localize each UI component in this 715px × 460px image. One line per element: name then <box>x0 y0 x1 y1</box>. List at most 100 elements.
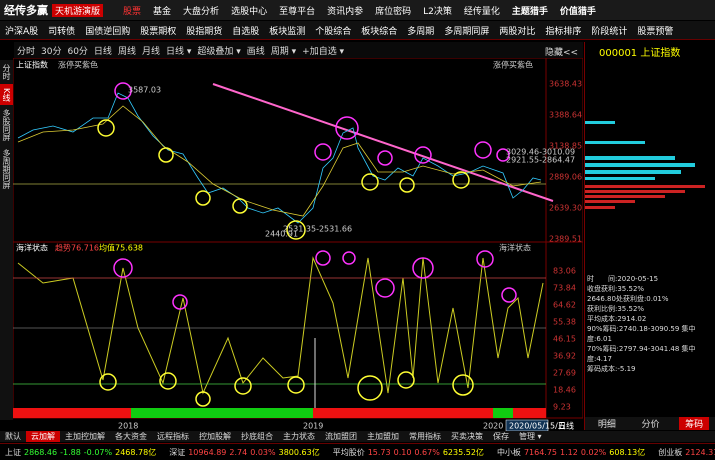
quote-price: 15.73 <box>367 447 391 457</box>
quote-amt: 3800.63亿 <box>278 447 320 457</box>
info-line: 70%筹码:2797.94-3041.48 集中度:4.17 <box>587 345 696 363</box>
menu-item[interactable]: 资讯内参 <box>327 6 364 17</box>
quote-name: 深证 <box>169 447 186 457</box>
quote-amt: 2468.78亿 <box>115 447 157 457</box>
quote-name: 创业板 <box>658 447 683 457</box>
status-bar: 上证 2868.46 -1.88 -0.07% 2468.78亿 深证 10964.89 2.… <box>0 443 715 460</box>
menu-item[interactable]: 基金 <box>153 6 172 17</box>
menu-item[interactable]: 股票 <box>123 6 142 17</box>
tool-button[interactable]: 超级叠加 ▾ <box>197 46 241 57</box>
y-tick-label: 3638.43 <box>549 80 582 89</box>
tool-button[interactable]: 画线 <box>246 46 265 57</box>
tool-button[interactable]: 日线 ▾ <box>165 46 192 57</box>
side-tab[interactable]: 多股同屏 <box>2 109 11 142</box>
avg-line <box>17 105 542 217</box>
tool-button[interactable]: 分时 <box>17 46 36 57</box>
bottom-tab[interactable]: 主加盟加 <box>367 432 399 441</box>
submenu-item[interactable]: 阶段统计 <box>591 26 628 37</box>
menu-item[interactable]: 大盘分析 <box>183 6 220 17</box>
annotation: 2440.91 <box>265 230 298 239</box>
quote-chg: 0.10 <box>393 447 412 457</box>
price-line <box>17 92 542 224</box>
panel-name: 海洋状态 <box>499 243 531 253</box>
submenu-item[interactable]: 股指期货 <box>186 26 223 37</box>
hide-button[interactable]: 隐藏<< <box>545 48 579 58</box>
y-tick-label: 3138.85 <box>549 142 582 151</box>
bottom-tab[interactable]: 默认 <box>5 432 21 441</box>
quote-price: 2868.46 <box>24 447 58 457</box>
submenu-item[interactable]: 多周期同屏 <box>444 26 490 37</box>
side-tab[interactable]: 分时 <box>2 64 11 80</box>
y-tick-label: 73.84 <box>553 284 576 293</box>
menu-item[interactable]: 席位密码 <box>375 6 412 17</box>
tool-button[interactable]: 周期 ▾ <box>270 46 297 57</box>
bottom-tab[interactable]: 远程指标 <box>157 432 189 441</box>
code: 000001 <box>599 48 638 59</box>
bottom-tab[interactable]: 各大资金 <box>115 432 147 441</box>
bottom-tab[interactable]: 保存 <box>493 432 509 441</box>
quote-name: 上证 <box>5 447 21 457</box>
bottom-tab[interactable]: 流加盟团 <box>325 432 357 441</box>
submenu-item[interactable]: 多周期 <box>407 26 435 37</box>
menu-item[interactable]: L2决策 <box>423 6 452 17</box>
menu-item[interactable]: 经传量化 <box>463 6 500 17</box>
index-quote: 平均股价 15.73 0.10 0.67% 6235.52亿 <box>328 447 492 458</box>
tool-button[interactable]: 60分 <box>67 46 88 57</box>
annotation: 3587.03 <box>128 86 161 95</box>
bottom-tab[interactable]: 常用指标 <box>409 432 441 441</box>
panel-tab[interactable]: 筹码 <box>679 417 710 430</box>
panel-tab[interactable]: 分价 <box>641 420 660 430</box>
menu-item[interactable]: 选股中心 <box>231 6 268 17</box>
y-tick-label: 27.69 <box>553 369 576 378</box>
label: 均值 <box>99 243 115 253</box>
panel-tab[interactable]: 明细 <box>597 420 616 430</box>
side-tab[interactable]: 多周期同屏 <box>2 149 11 190</box>
quote-pct: -0.07% <box>83 447 113 457</box>
tool-button[interactable]: 月线 <box>141 46 160 57</box>
bottom-tab[interactable]: 主加控加解 <box>65 432 105 441</box>
chip-bars <box>585 121 695 180</box>
bottom-tab[interactable]: 云加解 <box>26 431 60 442</box>
x-label: 2018 <box>118 422 138 431</box>
bottom-tab[interactable]: 抄底组合 <box>241 432 273 441</box>
label: 趋势 <box>55 243 71 253</box>
menu-item[interactable]: 至尊平台 <box>279 6 316 17</box>
side-tab[interactable]: K线 <box>0 84 13 106</box>
info-line: 收盘获利:35.52% <box>587 285 645 293</box>
tool-button[interactable]: 30分 <box>41 46 62 57</box>
x-label: 2020 <box>483 422 503 431</box>
menu-item[interactable]: 主题猎手 <box>511 6 548 17</box>
submenu-item[interactable]: 两股对比 <box>499 26 536 37</box>
bottom-tab[interactable]: 买卖决策 <box>451 432 483 441</box>
bottom-tab[interactable]: 控加股解 <box>199 432 231 441</box>
submenu-item[interactable]: 板块综合 <box>361 26 398 37</box>
submenu-item[interactable]: 板块监测 <box>269 26 306 37</box>
bottom-tab[interactable]: 主力状态 <box>283 432 315 441</box>
y-tick-label: 64.62 <box>553 301 576 310</box>
bottom-tab[interactable]: 管理 ▾ <box>519 432 542 441</box>
submenu-item[interactable]: 指标排序 <box>545 26 582 37</box>
submenu-item[interactable]: 个股综合 <box>315 26 352 37</box>
y-tick-label: 2889.06 <box>549 173 582 182</box>
info-line: 获利比例:35.52% <box>587 305 645 313</box>
y-tick-label: 18.46 <box>553 386 576 395</box>
quote-amt: 608.13亿 <box>609 447 646 457</box>
chart: 上证指数 涨停买紫色 涨停买紫色3638.433388.643138.852889.… <box>13 58 583 432</box>
trend-line <box>212 83 554 202</box>
info-line: 平均成本:2914.02 <box>587 315 647 323</box>
submenu-item[interactable]: 国债逆回购 <box>85 26 131 37</box>
name: 上证指数 <box>640 48 681 59</box>
quote-pct: 0.02% <box>580 447 607 457</box>
submenu-item[interactable]: 股票期权 <box>140 26 177 37</box>
submenu-item[interactable]: 股票预警 <box>637 26 674 37</box>
quote-price: 7164.75 <box>523 447 558 457</box>
submenu-item[interactable]: 司转债 <box>48 26 76 37</box>
tool-button[interactable]: 周线 <box>117 46 136 57</box>
submenu-item[interactable]: 沪深A股 <box>5 26 39 37</box>
tool-button[interactable]: 日线 <box>93 46 112 57</box>
menu-item[interactable]: 价值猎手 <box>559 6 596 17</box>
annotation: 3029.46-3010.09 <box>506 148 575 157</box>
submenu-item[interactable]: 自选股 <box>232 26 260 37</box>
tool-button[interactable]: +加自选 ▾ <box>302 46 345 57</box>
